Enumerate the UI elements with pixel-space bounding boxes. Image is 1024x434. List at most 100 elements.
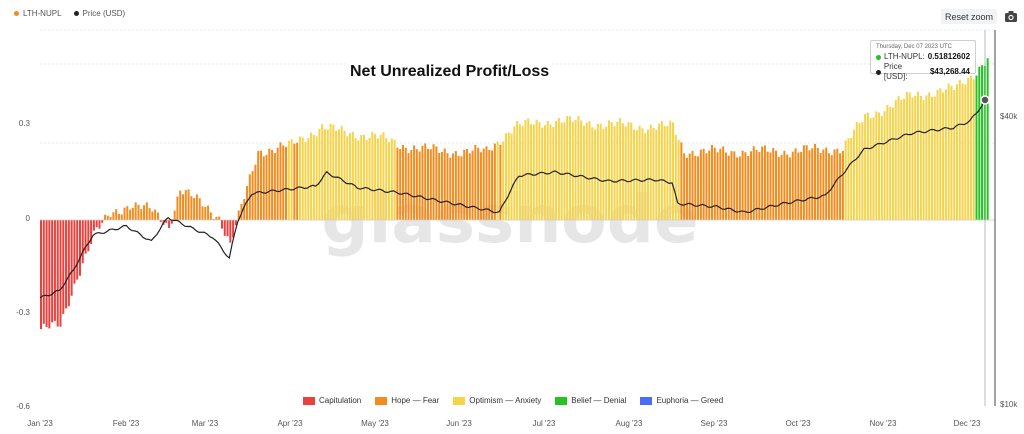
- nupl-bar: [168, 220, 171, 228]
- nupl-bar: [65, 220, 68, 309]
- nupl-bar: [62, 220, 65, 314]
- nupl-bar: [602, 128, 605, 220]
- nupl-bar: [761, 146, 764, 220]
- nupl-bar: [610, 122, 613, 220]
- legend-euphoria-greed[interactable]: Euphoria — Greed: [640, 396, 723, 405]
- nupl-bar: [349, 133, 352, 220]
- camera-icon[interactable]: [1004, 10, 1018, 23]
- nupl-bar: [677, 139, 680, 220]
- legend-hope-fear[interactable]: Hope — Fear: [375, 396, 439, 405]
- reset-zoom-button[interactable]: Reset zoom: [941, 9, 997, 24]
- nupl-bar: [738, 156, 741, 220]
- nupl-bar: [454, 151, 457, 220]
- nupl-bar: [769, 152, 772, 220]
- nupl-bar: [101, 220, 104, 223]
- legend-item-nupl[interactable]: LTH-NUPL: [14, 9, 62, 18]
- nupl-bar: [346, 136, 349, 220]
- nupl-bar: [713, 147, 716, 220]
- nupl-bar: [694, 155, 697, 220]
- nupl-bar: [137, 204, 140, 220]
- nupl-bar: [917, 91, 920, 221]
- tooltip-price-row: Price [USD]: $43,268.44: [876, 62, 970, 82]
- nupl-bar: [766, 151, 769, 220]
- nupl-bar: [866, 112, 869, 220]
- bottom-legend: Capitulation Hope — Fear Optimism — Anxi…: [303, 396, 723, 405]
- nupl-bar: [471, 150, 474, 220]
- nupl-bar: [513, 126, 516, 220]
- nupl-bar: [268, 148, 271, 220]
- tooltip-price-label: Price [USD]:: [883, 62, 908, 81]
- legend-capitulation[interactable]: Capitulation: [303, 396, 361, 405]
- nupl-bar: [190, 196, 193, 220]
- nupl-bar: [173, 210, 176, 220]
- nupl-bar: [70, 220, 73, 296]
- nupl-bar: [273, 153, 276, 220]
- nupl-bar: [376, 138, 379, 220]
- nupl-bar: [964, 84, 967, 220]
- nupl-bar: [223, 220, 226, 236]
- nupl-bar: [67, 220, 70, 307]
- x-tick-label: Apr '23: [277, 419, 303, 428]
- nupl-bar: [374, 133, 377, 220]
- nupl-bar: [460, 156, 463, 220]
- nupl-bar: [527, 118, 530, 220]
- nupl-bar: [243, 198, 246, 220]
- nupl-bar: [418, 151, 421, 220]
- nupl-bar: [518, 124, 521, 220]
- nupl-bar: [825, 147, 828, 220]
- nupl-bar: [560, 122, 563, 220]
- tooltip-date: Thursday, Dec 07 2023 UTC: [876, 44, 952, 50]
- y-left-tick-label: 0.3: [19, 119, 31, 128]
- nupl-bar: [928, 92, 931, 220]
- swatch-euphoria-greed: [640, 396, 653, 405]
- nupl-bar: [201, 206, 204, 220]
- nupl-bar: [878, 112, 881, 220]
- nupl-bar: [51, 220, 54, 323]
- nupl-bar: [42, 220, 45, 324]
- nupl-bar: [624, 126, 627, 220]
- nupl-bar: [382, 132, 385, 220]
- axis-ticks: Jan '23 Feb '23 Mar '23 Apr '23 May '23 Jun '…: [16, 112, 1018, 428]
- nupl-bar: [131, 207, 134, 220]
- nupl-bar: [722, 146, 725, 220]
- nupl-bar: [326, 129, 329, 220]
- nupl-bar: [443, 148, 446, 220]
- nupl-bar: [630, 122, 633, 220]
- legend-belief-denial[interactable]: Belief — Denial: [555, 396, 626, 405]
- nupl-bar: [794, 148, 797, 220]
- nupl-bar: [265, 154, 268, 220]
- nupl-bar: [903, 98, 906, 220]
- x-tick-label: Feb '23: [113, 419, 140, 428]
- legend-optimism-anxiety[interactable]: Optimism — Anxiety: [453, 396, 541, 405]
- nupl-bar: [886, 104, 889, 220]
- nupl-bar: [566, 115, 569, 220]
- nupl-bar: [580, 120, 583, 220]
- nupl-bar: [953, 89, 956, 221]
- nupl-bar: [148, 208, 151, 220]
- nupl-bar: [56, 220, 59, 327]
- legend-capitulation-label: Capitulation: [319, 396, 362, 405]
- nupl-bar: [557, 118, 560, 220]
- nupl-bar: [532, 124, 535, 220]
- nupl-bar: [808, 150, 811, 220]
- x-tick-label: Aug '23: [616, 419, 643, 428]
- nupl-bar: [683, 153, 686, 220]
- nupl-bar: [797, 152, 800, 220]
- nupl-bar: [744, 152, 747, 220]
- nupl-bar: [496, 141, 499, 220]
- nupl-bar: [301, 137, 304, 220]
- nupl-bar: [290, 139, 293, 220]
- nupl-bar: [98, 220, 101, 229]
- nupl-bar: [195, 194, 198, 220]
- nupl-bar: [446, 153, 449, 220]
- tooltip-nupl-dot: [876, 54, 881, 60]
- legend-item-price[interactable]: Price (USD): [73, 9, 125, 18]
- nupl-bar: [457, 156, 460, 220]
- nupl-bar: [741, 150, 744, 220]
- nupl-bar: [413, 145, 416, 220]
- nupl-bar: [218, 216, 221, 220]
- nupl-bar: [493, 143, 496, 220]
- nupl-bar: [958, 79, 961, 221]
- nupl-bar: [482, 148, 485, 220]
- nupl-bar: [393, 139, 396, 220]
